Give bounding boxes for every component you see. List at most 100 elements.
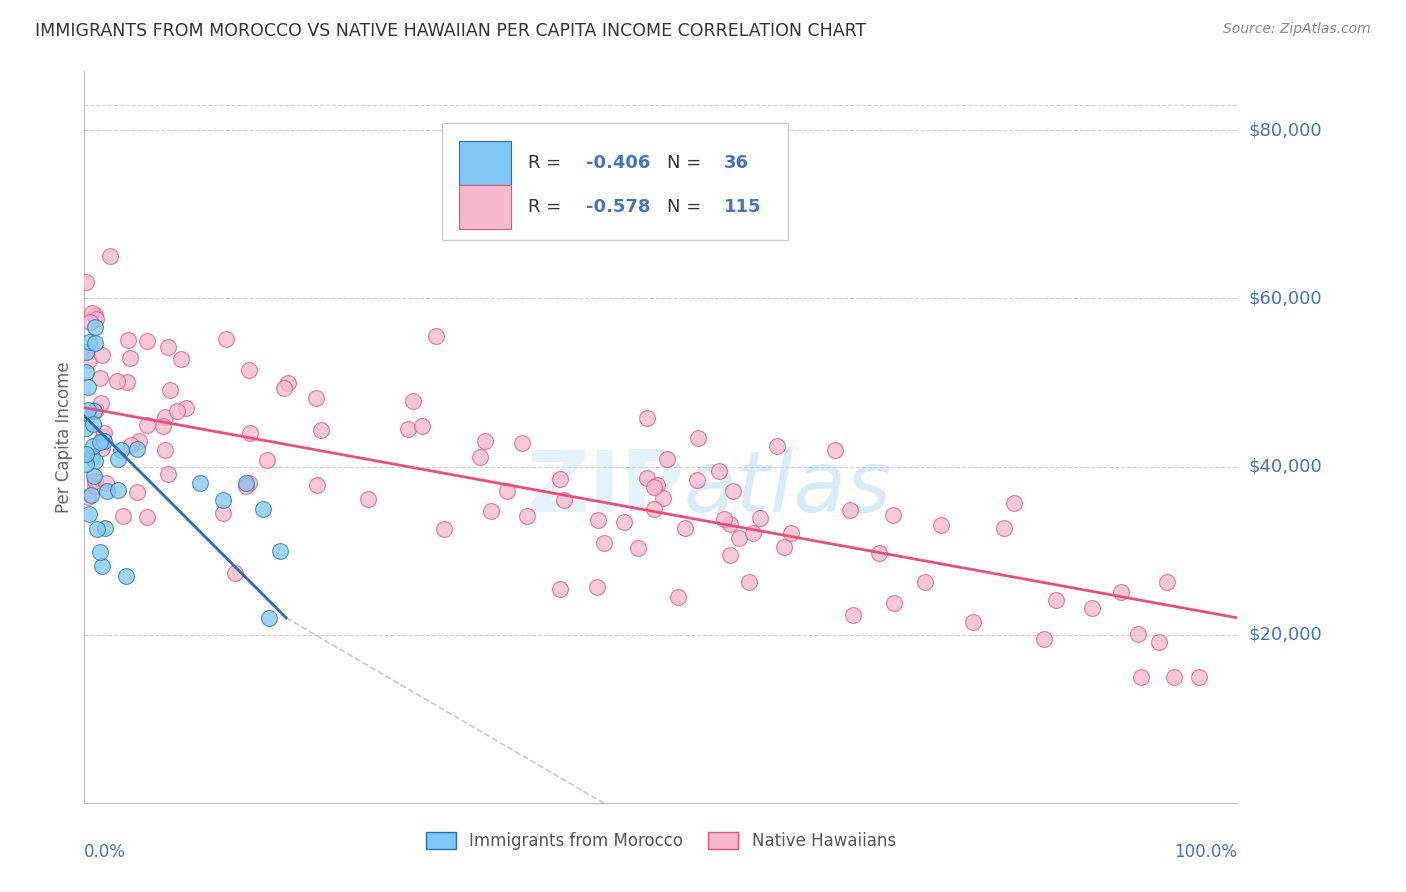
Point xyxy=(96,483,118,498)
Point xyxy=(307,477,329,491)
Point xyxy=(79,315,101,329)
Point xyxy=(718,548,741,562)
Point xyxy=(713,512,735,526)
Point xyxy=(402,393,425,408)
Point xyxy=(153,442,176,457)
Point xyxy=(728,531,751,545)
Point xyxy=(75,447,97,461)
Point xyxy=(553,493,575,508)
Point xyxy=(75,345,97,359)
Point xyxy=(238,476,260,491)
Text: atlas: atlas xyxy=(683,447,891,530)
Point xyxy=(84,479,107,493)
Text: $60,000: $60,000 xyxy=(1249,289,1322,308)
Point xyxy=(643,480,665,494)
Point xyxy=(83,335,105,350)
Point xyxy=(77,353,100,368)
Text: $80,000: $80,000 xyxy=(1249,121,1322,139)
Point xyxy=(1126,627,1149,641)
Text: N =: N = xyxy=(666,153,707,172)
Point xyxy=(83,404,105,418)
Text: IMMIGRANTS FROM MOROCCO VS NATIVE HAWAIIAN PER CAPITA INCOME CORRELATION CHART: IMMIGRANTS FROM MOROCCO VS NATIVE HAWAII… xyxy=(35,22,866,40)
Point xyxy=(86,402,108,417)
Point xyxy=(868,546,890,560)
Point xyxy=(1002,495,1025,509)
Point xyxy=(153,409,176,424)
Point xyxy=(77,403,100,417)
Point xyxy=(1109,584,1132,599)
Point xyxy=(474,434,496,449)
Point xyxy=(224,566,246,580)
Legend: Immigrants from Morocco, Native Hawaiians: Immigrants from Morocco, Native Hawaiian… xyxy=(419,825,903,856)
Point xyxy=(686,431,709,445)
Point xyxy=(82,417,104,432)
Point xyxy=(75,365,97,379)
Point xyxy=(238,425,260,440)
Text: $40,000: $40,000 xyxy=(1249,458,1322,475)
Text: 0.0%: 0.0% xyxy=(84,843,127,861)
Point xyxy=(841,607,863,622)
Point xyxy=(627,541,650,555)
Point xyxy=(586,513,609,527)
Point xyxy=(738,574,761,589)
Point xyxy=(1163,670,1185,684)
Point xyxy=(112,509,135,524)
Text: -0.578: -0.578 xyxy=(586,198,651,216)
Point xyxy=(252,501,274,516)
Point xyxy=(75,275,97,289)
Point xyxy=(80,488,103,502)
Text: 100.0%: 100.0% xyxy=(1174,843,1237,861)
Point xyxy=(86,522,108,536)
Point xyxy=(666,590,689,604)
Point xyxy=(309,423,332,437)
Point xyxy=(90,396,112,410)
Point xyxy=(80,306,103,320)
Point xyxy=(433,522,456,536)
Bar xyxy=(460,141,510,185)
Point xyxy=(882,508,904,522)
Point xyxy=(305,391,328,405)
Point xyxy=(83,469,105,483)
Point xyxy=(411,419,433,434)
Point xyxy=(277,376,299,390)
Point xyxy=(84,454,107,468)
Point xyxy=(91,558,114,573)
Point xyxy=(592,535,614,549)
Point xyxy=(76,380,98,394)
Point xyxy=(718,517,741,532)
Point xyxy=(77,507,100,521)
Point xyxy=(127,442,149,456)
Point xyxy=(128,434,150,448)
Point xyxy=(105,374,128,388)
Point xyxy=(257,611,280,625)
Point xyxy=(77,335,100,350)
Point xyxy=(188,476,211,491)
Point xyxy=(1130,670,1153,684)
Point xyxy=(235,479,257,493)
Text: 36: 36 xyxy=(724,153,749,172)
Point xyxy=(117,333,139,347)
Point xyxy=(174,401,197,415)
Point xyxy=(657,452,679,467)
Point xyxy=(93,426,115,441)
Point xyxy=(749,511,772,525)
Point xyxy=(636,470,658,484)
Text: R =: R = xyxy=(529,153,567,172)
Point xyxy=(425,328,447,343)
Point xyxy=(495,483,517,498)
Point xyxy=(120,438,142,452)
Point xyxy=(824,442,846,457)
Point xyxy=(772,540,794,554)
Point xyxy=(993,521,1015,535)
Point xyxy=(136,417,159,432)
Point xyxy=(673,521,696,535)
Point xyxy=(585,580,607,594)
Point xyxy=(468,450,491,465)
Point xyxy=(238,362,260,376)
Y-axis label: Per Capita Income: Per Capita Income xyxy=(55,361,73,513)
Point xyxy=(94,475,117,490)
Point xyxy=(273,381,295,395)
Point xyxy=(883,596,905,610)
Point xyxy=(170,351,193,366)
Text: R =: R = xyxy=(529,198,567,216)
